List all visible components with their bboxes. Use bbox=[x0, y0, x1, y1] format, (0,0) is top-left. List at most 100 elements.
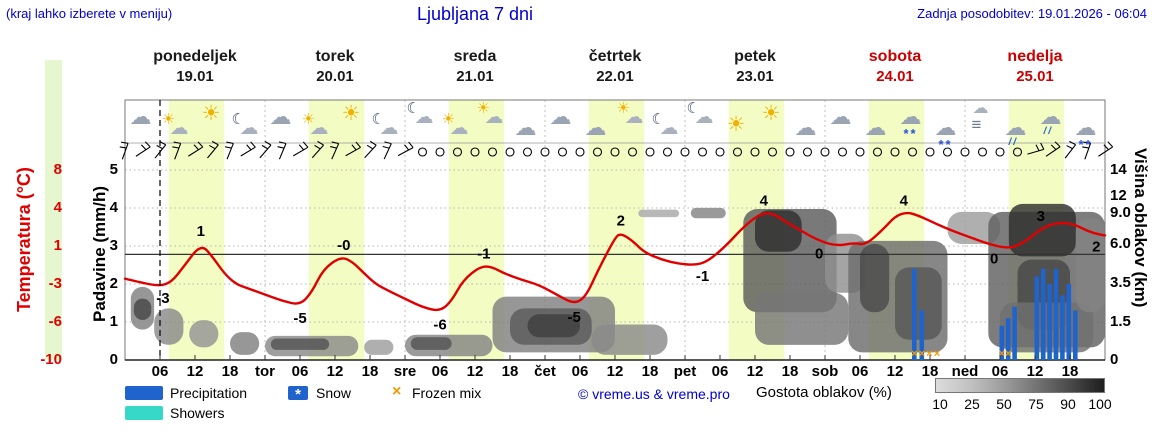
day-header-sreda: sreda 21.01 bbox=[405, 48, 545, 85]
day-date: 25.01 bbox=[1016, 68, 1054, 85]
day-name: torek bbox=[315, 48, 355, 65]
calm-wind-icon bbox=[470, 147, 480, 157]
day-name: petek bbox=[734, 48, 776, 65]
temp-tick: -3 bbox=[48, 275, 62, 292]
day-name: četrtek bbox=[588, 48, 642, 65]
cloud-region bbox=[527, 314, 580, 338]
snow-legend-label: Snow bbox=[316, 385, 352, 401]
wind-barb-icon bbox=[1098, 141, 1114, 157]
temperature-line bbox=[123, 211, 1107, 312]
precipitation-bar bbox=[1040, 268, 1046, 360]
precip-tick: 2 bbox=[109, 275, 118, 292]
x-axis-label-06: 06 bbox=[851, 363, 869, 380]
wind-barb-icon bbox=[135, 141, 151, 157]
frozen-mix-mark: × bbox=[911, 348, 917, 360]
copyright-link[interactable]: © vreme.us & vreme.pro bbox=[578, 386, 730, 402]
wind-barb-icon bbox=[364, 140, 377, 159]
wind-barb-icon bbox=[240, 141, 256, 157]
calm-wind-icon bbox=[592, 147, 603, 157]
calm-wind-icon bbox=[837, 147, 848, 157]
x-axis-label-18: 18 bbox=[361, 363, 379, 380]
day-name: ponedeljek bbox=[153, 48, 237, 65]
frozen-mix-legend-label: Frozen mix bbox=[412, 385, 482, 401]
precipitation-bar bbox=[1034, 276, 1040, 360]
calm-wind-icon bbox=[732, 147, 743, 157]
cloud-region bbox=[755, 292, 849, 345]
daylight-band bbox=[308, 100, 365, 360]
cloud-region bbox=[591, 324, 668, 355]
precipitation-bar bbox=[1012, 306, 1017, 360]
precipitation-bar bbox=[1066, 284, 1072, 360]
cloud-height-tick: 9.0 bbox=[1110, 204, 1131, 221]
calm-wind-icon bbox=[680, 147, 690, 157]
wind-barb-icon bbox=[259, 140, 272, 159]
precipitation-bar bbox=[1053, 268, 1059, 360]
wind-barb-icon bbox=[345, 141, 361, 157]
cloud-height-tick: 14 bbox=[1110, 161, 1127, 178]
x-axis-label-06: 06 bbox=[151, 363, 169, 380]
cloud-density-label: Gostota oblakov (%) bbox=[756, 384, 892, 401]
day-date: 24.01 bbox=[876, 68, 914, 85]
cloud-scale-value: 90 bbox=[1060, 396, 1076, 412]
calm-wind-icon bbox=[802, 147, 813, 157]
temp-tick: -10 bbox=[40, 351, 62, 368]
calm-wind-icon bbox=[522, 147, 533, 157]
x-axis-label-18: 18 bbox=[921, 363, 939, 380]
wind-barb-icon bbox=[1045, 141, 1061, 157]
cloud-region bbox=[230, 332, 260, 355]
cloud-scale-value: 50 bbox=[996, 396, 1012, 412]
calm-wind-icon bbox=[907, 147, 918, 157]
cloud-scale-value: 100 bbox=[1088, 396, 1112, 412]
x-axis-label-12: 12 bbox=[886, 363, 904, 380]
x-axis-label-12: 12 bbox=[466, 363, 484, 380]
calm-wind-icon bbox=[977, 147, 988, 157]
precip-tick: 3 bbox=[109, 237, 118, 254]
x-axis-label-06: 06 bbox=[431, 363, 449, 380]
last-update-text: Zadnja posodobitev: 19.01.2026 - 06:04 bbox=[917, 6, 1147, 21]
x-axis-label-12: 12 bbox=[326, 363, 344, 380]
temperature-value-label: -6 bbox=[433, 316, 446, 333]
wind-barb-icon bbox=[382, 141, 392, 160]
calm-wind-icon bbox=[942, 147, 953, 157]
cloud-region bbox=[690, 207, 726, 219]
cloud-region bbox=[638, 209, 680, 218]
temperature-value-label: -0 bbox=[337, 237, 350, 254]
wind-barb-icon bbox=[1082, 141, 1092, 160]
day-header-četrtek: četrtek 22.01 bbox=[545, 48, 685, 85]
precipitation-bar bbox=[1047, 284, 1052, 360]
x-axis-label-sob: sob bbox=[811, 363, 839, 380]
cloud-region bbox=[1075, 218, 1105, 313]
precipitation-bar bbox=[1060, 295, 1065, 360]
x-axis-label-06: 06 bbox=[711, 363, 729, 380]
day-date: 22.01 bbox=[596, 68, 634, 85]
calm-wind-icon bbox=[417, 147, 428, 157]
temperature-value-label: -5 bbox=[293, 310, 306, 327]
x-axis-label-pet: pet bbox=[673, 363, 697, 380]
day-header-torek: torek 20.01 bbox=[265, 48, 405, 85]
precipitation-bar bbox=[919, 310, 925, 360]
temperature-value-label: 4 bbox=[900, 192, 909, 209]
calm-wind-icon bbox=[697, 147, 708, 157]
calm-wind-icon bbox=[995, 147, 1005, 157]
cloud-height-tick: 12 bbox=[1110, 187, 1127, 204]
x-axis-label-18: 18 bbox=[1061, 363, 1079, 380]
snow-star-icon: * bbox=[295, 386, 301, 403]
cloud-region bbox=[133, 298, 152, 320]
precip-tick: 1 bbox=[109, 313, 118, 330]
cloud-region bbox=[189, 320, 219, 348]
calm-wind-icon bbox=[960, 147, 970, 157]
cloud-height-tick: 6.0 bbox=[1110, 235, 1131, 252]
wind-barb-icon bbox=[188, 141, 204, 157]
cloud-region bbox=[410, 337, 452, 350]
x-axis-label-18: 18 bbox=[781, 363, 799, 380]
temperature-value-label: 0 bbox=[815, 246, 823, 263]
calm-wind-icon bbox=[452, 147, 463, 157]
showers-swatch bbox=[125, 406, 163, 420]
cloud-scale-value: 10 bbox=[932, 396, 948, 412]
calm-wind-icon bbox=[610, 147, 620, 157]
wind-barb-icon bbox=[1027, 142, 1045, 155]
snow-swatch: * bbox=[288, 386, 308, 403]
location-menu-hint: (kraj lahko izberete v meniju) bbox=[6, 6, 173, 21]
precipitation-bar bbox=[1005, 318, 1011, 360]
wind-barb-icon bbox=[311, 140, 325, 159]
